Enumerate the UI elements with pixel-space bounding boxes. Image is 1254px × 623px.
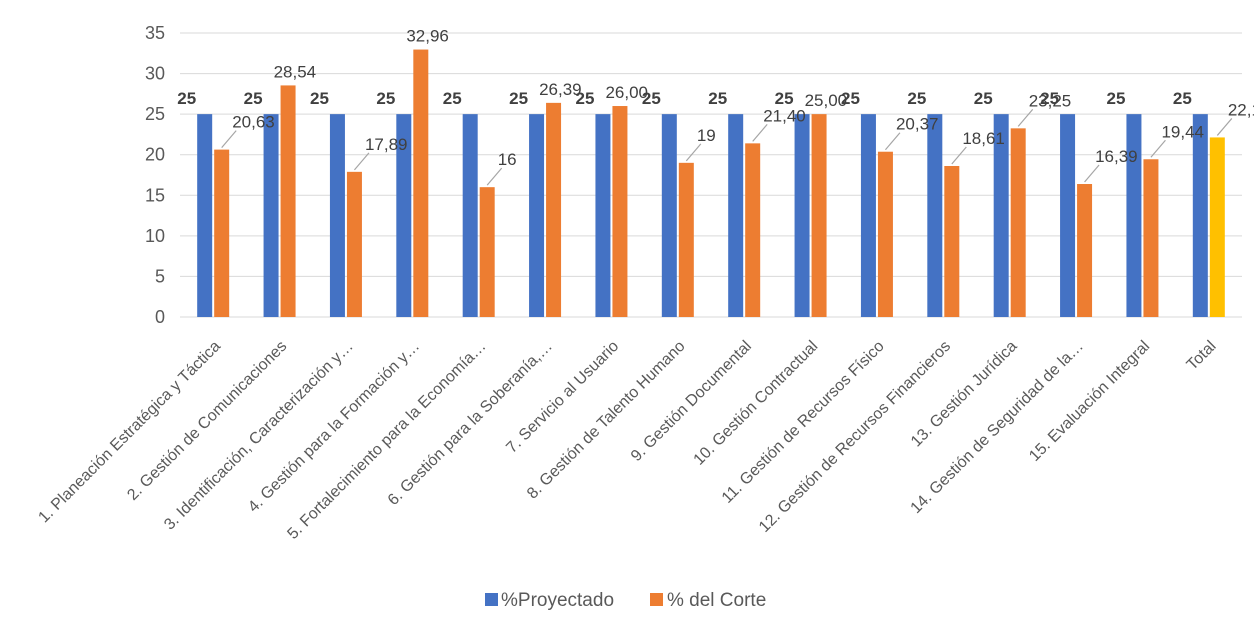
data-label-corte: 21,40 (763, 106, 806, 125)
bar-corte (745, 143, 761, 317)
data-label-proyectado: 25 (1107, 89, 1126, 108)
data-label-proyectado: 25 (708, 89, 727, 108)
bar-proyectado (197, 114, 213, 318)
bar-proyectado (462, 114, 478, 318)
bar-corte (944, 165, 960, 317)
y-tick-label: 25 (145, 104, 165, 124)
data-label-proyectado: 25 (642, 89, 661, 108)
data-label-corte: 20,37 (896, 115, 939, 134)
legend-swatch-proyectado (485, 593, 498, 606)
legend-label-corte: % del Corte (667, 590, 766, 611)
leader-line (353, 152, 370, 171)
data-label-proyectado: 25 (1173, 89, 1192, 108)
leader-line (1084, 164, 1100, 183)
y-tick-label: 5 (155, 266, 165, 286)
bar-proyectado (860, 114, 876, 318)
legend: %Proyectado % del Corte (485, 590, 766, 611)
bar-corte (346, 171, 362, 317)
bar-proyectado (993, 114, 1009, 318)
bar-corte (546, 102, 562, 317)
data-label-corte: 25,00 (805, 91, 848, 110)
data-label-corte: 19 (697, 126, 716, 145)
bar-corte (1209, 137, 1225, 317)
data-label-proyectado: 25 (443, 89, 462, 108)
data-label-proyectado: 25 (576, 89, 595, 108)
bar-corte (678, 162, 694, 317)
legend-swatch-corte (650, 593, 663, 606)
y-axis-ticks: 0 5 10 15 20 25 30 35 (145, 23, 165, 327)
bar-proyectado (1126, 114, 1142, 318)
bars (197, 49, 1225, 318)
bar-proyectado (1060, 114, 1076, 318)
data-label-corte: 16 (498, 150, 517, 169)
bar-corte (612, 106, 628, 318)
data-label-proyectado: 25 (244, 89, 263, 108)
data-label-proyectado: 25 (509, 89, 528, 108)
bar-proyectado (661, 114, 677, 318)
bar-proyectado (927, 114, 943, 318)
y-tick-label: 30 (145, 64, 165, 84)
leader-line (486, 167, 503, 186)
x-category-label: 10. Gestión Contractual (691, 338, 822, 469)
bar-corte (1077, 184, 1093, 317)
bar-corte (877, 151, 893, 317)
y-tick-label: 35 (145, 23, 165, 43)
data-label-proyectado: 25 (841, 89, 860, 108)
x-category-label: Total (1184, 338, 1220, 374)
bar-corte (1010, 128, 1026, 317)
data-label-corte: 20,63 (232, 113, 275, 132)
bar-corte (479, 187, 495, 317)
data-label-corte: 23,25 (1029, 91, 1072, 110)
x-category-label: 7. Servicio al Usuario (503, 338, 622, 457)
y-tick-label: 20 (145, 145, 165, 165)
bar-corte (280, 85, 296, 317)
leader-line (1017, 108, 1034, 127)
data-label-proyectado: 25 (376, 89, 395, 108)
data-label-corte: 19,44 (1161, 122, 1204, 141)
bar-proyectado (794, 114, 810, 318)
data-label-proyectado: 25 (177, 89, 196, 108)
bar-corte (1143, 159, 1159, 317)
data-label-corte: 26,00 (605, 83, 648, 102)
legend-label-proyectado: %Proyectado (501, 590, 614, 611)
bar-proyectado (396, 114, 412, 318)
leader-line (951, 146, 967, 165)
leader-line (685, 143, 702, 162)
x-category-label: 15. Evaluación Integral (1026, 338, 1153, 465)
leader-line (752, 123, 768, 142)
bar-proyectado (263, 114, 279, 318)
data-label-proyectado: 25 (907, 89, 926, 108)
bar-corte (811, 114, 827, 318)
data-label-corte: 18,61 (962, 129, 1005, 148)
y-tick-label: 0 (155, 307, 165, 327)
leader-line (221, 130, 237, 148)
leader-line (1150, 139, 1166, 158)
data-label-proyectado: 25 (775, 89, 794, 108)
data-label-corte: 28,54 (274, 62, 317, 81)
x-category-label: 9. Gestión Documental (628, 338, 755, 465)
leader-line (884, 132, 901, 151)
bar-corte (214, 149, 230, 317)
y-tick-label: 15 (145, 185, 165, 205)
bar-proyectado (529, 114, 545, 318)
bar-proyectado (728, 114, 744, 318)
data-label-corte: 22,13 (1228, 100, 1254, 119)
data-label-corte: 26,39 (539, 80, 582, 99)
data-label-proyectado: 25 (1040, 89, 1059, 108)
bar-proyectado (1192, 114, 1208, 318)
data-label-proyectado: 25 (974, 89, 993, 108)
y-tick-label: 10 (145, 226, 165, 246)
bar-proyectado (595, 114, 611, 318)
leader-line (1216, 118, 1233, 136)
data-label-corte: 17,89 (365, 135, 408, 154)
bar-proyectado (329, 114, 345, 318)
bar-corte (413, 49, 429, 318)
data-label-corte: 16,39 (1095, 147, 1138, 166)
data-label-proyectado: 25 (310, 89, 329, 108)
data-label-corte: 32,96 (406, 27, 449, 46)
